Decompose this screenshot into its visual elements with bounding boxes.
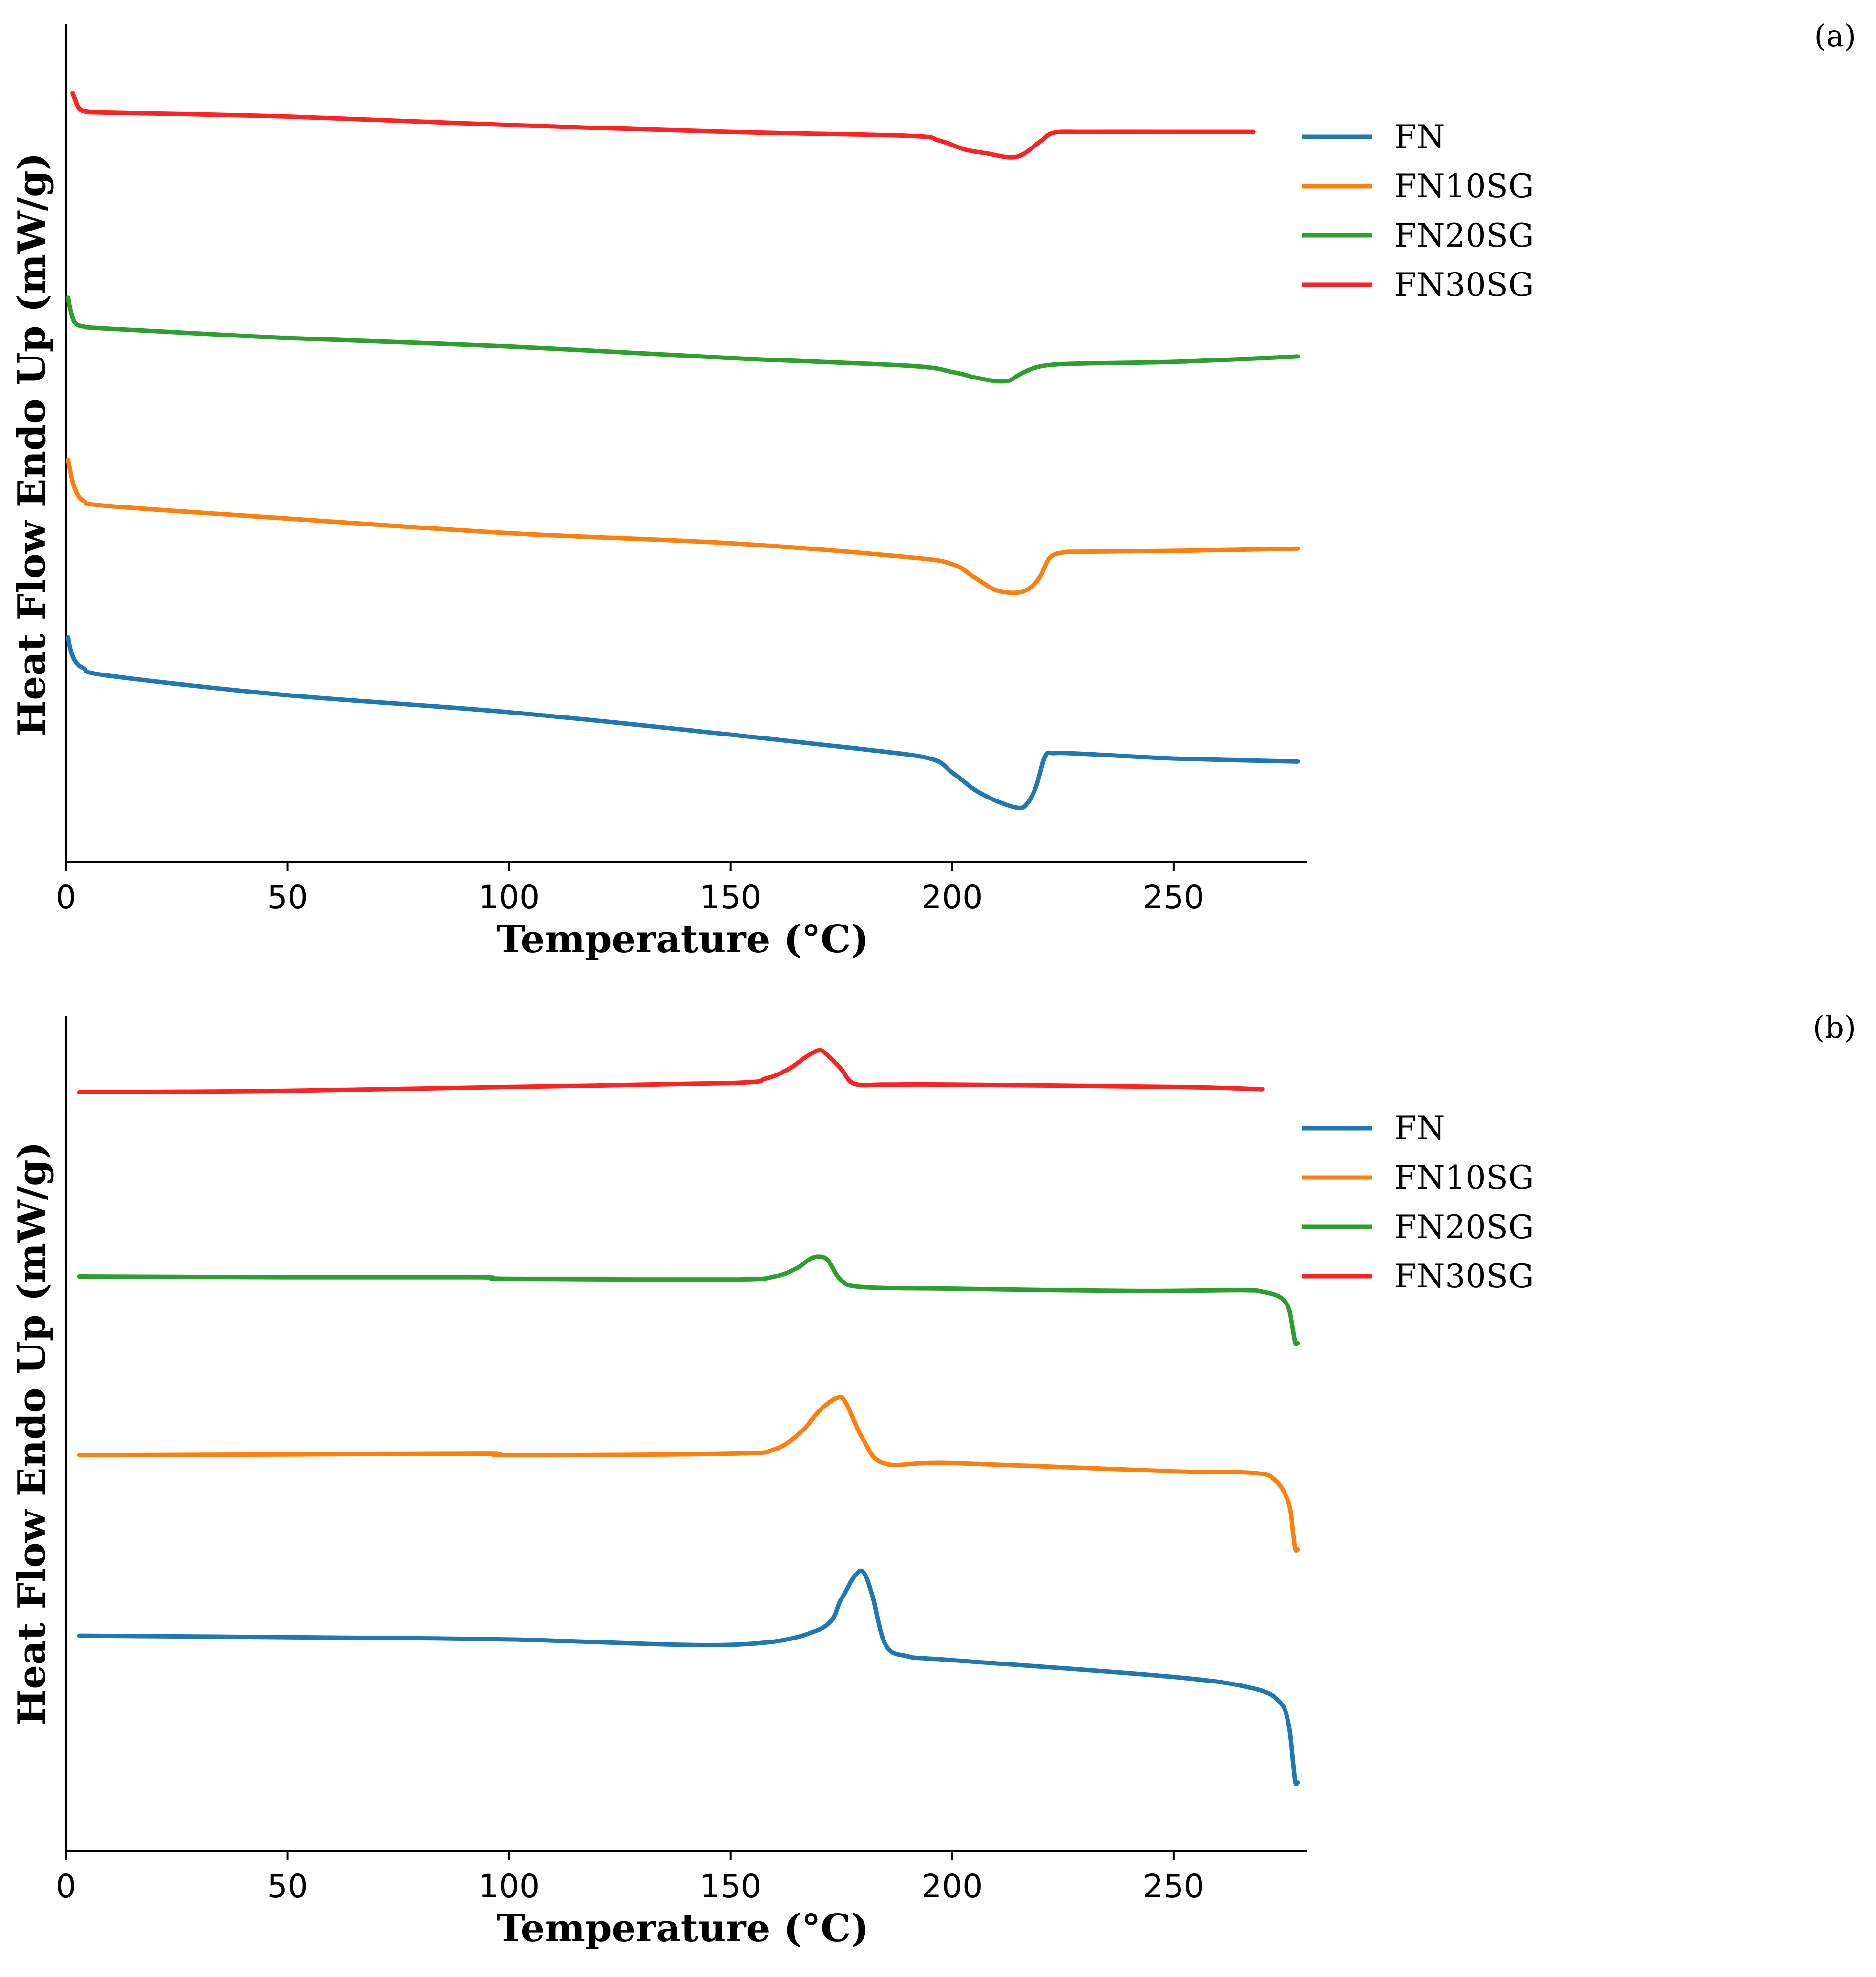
panel-b: (b) 0 50 100 150 200 250 Temperature (°C) Hea… xyxy=(10,1010,1856,1951)
series-line-fn20sg xyxy=(77,1254,1300,1346)
legend-label: FN xyxy=(1394,118,1445,156)
x-ticks xyxy=(65,862,1175,871)
x-axis-title: Temperature (°C) xyxy=(497,917,869,962)
x-tick-label: 50 xyxy=(267,879,308,916)
panel-label: (a) xyxy=(1814,18,1856,54)
series-line-fn10sg xyxy=(77,1394,1300,1553)
series-line-fn30sg xyxy=(70,91,1256,160)
legend-label: FN10SG xyxy=(1394,168,1534,205)
legend: FN FN10SG FN20SG FN30SG xyxy=(1302,1110,1534,1295)
series-line-fn xyxy=(66,635,1300,810)
x-tick-labels: 0 50 100 150 200 250 xyxy=(56,879,1204,916)
legend-label: FN30SG xyxy=(1394,1258,1534,1295)
x-tick-label: 150 xyxy=(700,1868,761,1905)
series-line-fn30sg xyxy=(77,1048,1265,1094)
x-tick-label: 0 xyxy=(56,879,76,916)
legend-label: FN20SG xyxy=(1394,1208,1534,1246)
y-axis-title: Heat Flow Endo Up (mW/g) xyxy=(10,1142,54,1725)
series-lines xyxy=(77,1048,1300,1786)
x-ticks xyxy=(65,1851,1175,1860)
legend-label: FN20SG xyxy=(1394,217,1534,254)
x-tick-label: 200 xyxy=(921,879,983,916)
x-tick-label: 0 xyxy=(56,1868,76,1905)
series-line-fn10sg xyxy=(66,458,1300,595)
x-tick-label: 250 xyxy=(1143,879,1204,916)
x-tick-label: 100 xyxy=(478,1868,540,1905)
panel-a: (a) 0 50 100 150 200 250 Temperature (°C) Hea… xyxy=(10,18,1856,962)
series-line-fn20sg xyxy=(66,295,1300,384)
legend: FN FN10SG FN20SG FN30SG xyxy=(1302,118,1534,304)
x-axis-title: Temperature (°C) xyxy=(497,1906,869,1951)
series-line-fn xyxy=(77,1568,1300,1786)
legend-label: FN30SG xyxy=(1394,266,1534,304)
x-tick-label: 200 xyxy=(921,1868,983,1905)
x-tick-label: 150 xyxy=(700,879,761,916)
legend-label: FN10SG xyxy=(1394,1159,1534,1197)
x-tick-label: 100 xyxy=(478,879,540,916)
series-lines xyxy=(66,91,1300,810)
legend-label: FN xyxy=(1394,1110,1445,1147)
y-axis-title: Heat Flow Endo Up (mW/g) xyxy=(10,153,54,736)
panel-label: (b) xyxy=(1813,1010,1856,1045)
x-tick-label: 250 xyxy=(1143,1868,1204,1905)
x-tick-label: 50 xyxy=(267,1868,308,1905)
x-tick-labels: 0 50 100 150 200 250 xyxy=(56,1868,1204,1905)
